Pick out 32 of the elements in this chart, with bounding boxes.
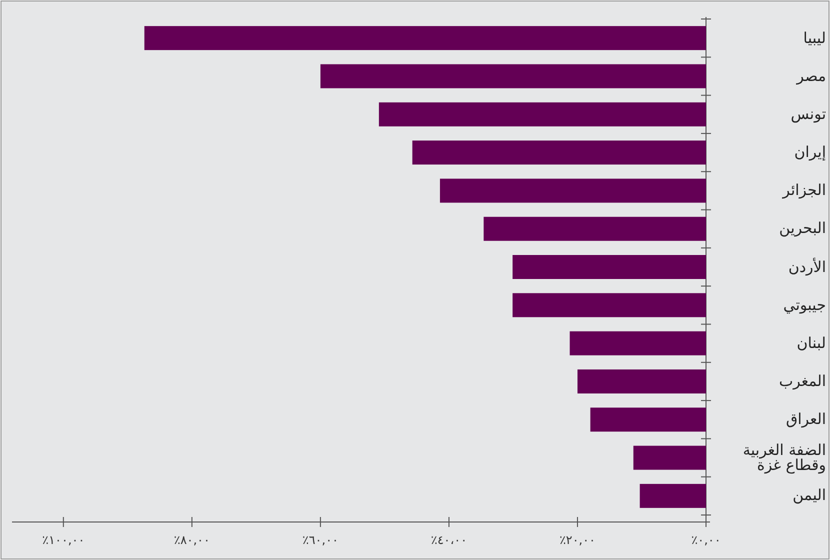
y-tick-label: ليبيا bbox=[802, 28, 826, 47]
bar bbox=[144, 26, 706, 50]
y-tick-label: إيران bbox=[793, 143, 826, 162]
y-tick-label: تونس bbox=[790, 104, 826, 123]
bar bbox=[640, 484, 706, 508]
y-tick-label: المغرب bbox=[778, 372, 826, 390]
y-tick-label: مصر bbox=[795, 66, 826, 85]
y-tick-label: اليمن bbox=[792, 486, 826, 504]
bar bbox=[378, 102, 706, 126]
y-tick-label: الضفة الغربية وقطاع غزة bbox=[742, 440, 826, 474]
bar bbox=[577, 369, 706, 394]
bar bbox=[412, 140, 706, 165]
bar bbox=[512, 255, 706, 279]
x-tick-label: ٪٠,٠٠ bbox=[691, 533, 721, 547]
y-tick-label: لبنان bbox=[796, 334, 826, 352]
bar bbox=[633, 446, 706, 470]
x-tick-label: ٪٤٠،٠٠ bbox=[430, 533, 468, 547]
bar bbox=[440, 178, 706, 203]
x-tick-label: ٪٨٠,٠٠ bbox=[174, 533, 210, 547]
y-tick-label: العراق bbox=[784, 410, 826, 428]
bar bbox=[512, 293, 706, 318]
x-tick-label: ٪١٠٠,٠٠ bbox=[42, 533, 85, 547]
x-tick-label: ٪٢٠,٠٠ bbox=[559, 533, 596, 547]
y-tick-label: الجزائر bbox=[781, 181, 826, 200]
y-tick-label: البحرين bbox=[778, 219, 826, 238]
bar bbox=[484, 216, 706, 241]
x-tick-label: ٪٦٠,٠٠ bbox=[302, 533, 338, 547]
y-tick-label: جيبوتي bbox=[782, 296, 826, 314]
y-tick-label: الأردن bbox=[787, 258, 826, 276]
bar bbox=[320, 64, 706, 88]
bar bbox=[590, 408, 706, 432]
bar bbox=[570, 331, 706, 356]
